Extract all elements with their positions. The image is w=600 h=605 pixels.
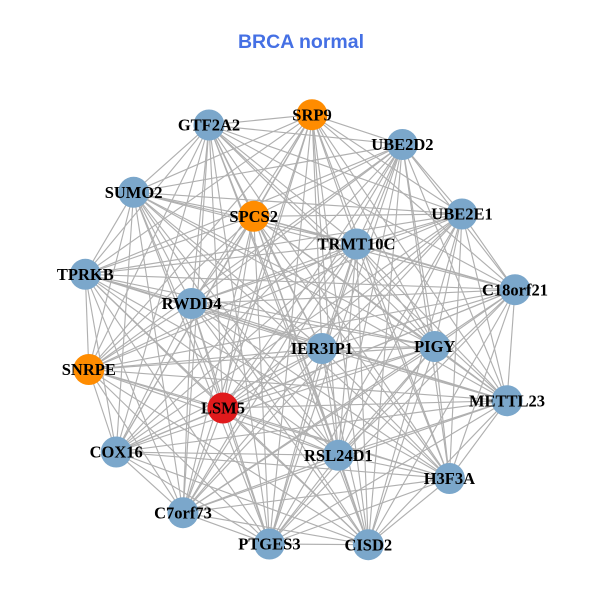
- svg-text:PIGY: PIGY: [414, 337, 455, 356]
- svg-text:CISD2: CISD2: [344, 535, 392, 554]
- svg-text:RSL24D1: RSL24D1: [304, 446, 373, 465]
- svg-text:METTL23: METTL23: [469, 391, 545, 410]
- svg-text:SRP9: SRP9: [292, 105, 331, 124]
- svg-text:C18orf21: C18orf21: [482, 280, 548, 299]
- svg-text:UBE2E1: UBE2E1: [431, 205, 492, 224]
- svg-text:TRMT10C: TRMT10C: [318, 235, 396, 254]
- svg-text:TPRKB: TPRKB: [57, 265, 114, 284]
- svg-text:GTF2A2: GTF2A2: [178, 116, 240, 135]
- svg-text:SNRPE: SNRPE: [62, 360, 116, 379]
- svg-text:LSM5: LSM5: [201, 399, 245, 418]
- svg-text:COX16: COX16: [90, 443, 143, 462]
- svg-text:PTGES3: PTGES3: [238, 535, 300, 554]
- svg-text:SPCS2: SPCS2: [229, 207, 278, 226]
- svg-text:C7orf73: C7orf73: [154, 503, 212, 522]
- svg-text:H3F3A: H3F3A: [424, 469, 475, 488]
- svg-text:SUMO2: SUMO2: [105, 183, 163, 202]
- svg-text:IER3IP1: IER3IP1: [291, 339, 353, 358]
- svg-text:UBE2D2: UBE2D2: [371, 135, 433, 154]
- svg-text:BRCA normal: BRCA normal: [238, 31, 364, 53]
- svg-text:RWDD4: RWDD4: [162, 294, 222, 313]
